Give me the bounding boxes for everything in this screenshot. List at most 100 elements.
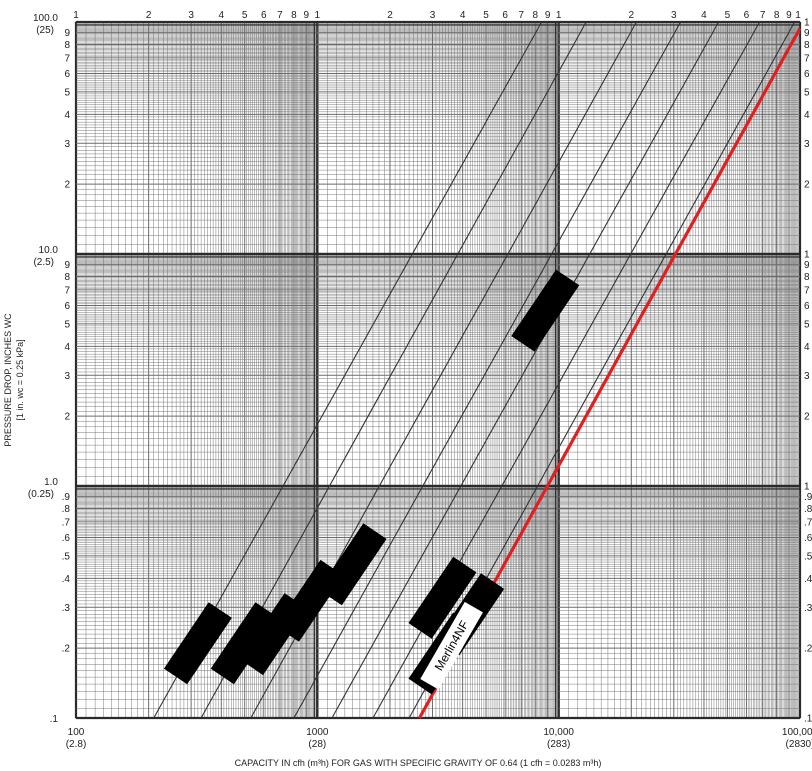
top-minor-tick-label: 1 [556, 10, 562, 21]
left-minor-tick-label: .7 [62, 517, 71, 528]
top-minor-tick-label: 5 [725, 10, 731, 21]
right-minor-tick-label: .7 [804, 517, 812, 528]
top-minor-tick-label: 4 [460, 10, 466, 21]
left-minor-tick-label: 3 [64, 139, 70, 150]
top-minor-tick-label: 9 [545, 10, 551, 21]
right-minor-tick-label: 8 [804, 40, 810, 51]
left-minor-tick-label: 2 [64, 412, 70, 423]
top-minor-tick-label: 3 [671, 10, 677, 21]
right-minor-tick-label: .3 [804, 603, 812, 614]
top-minor-tick-label: 7 [277, 10, 283, 21]
x-major-tick-sublabel: (2830) [786, 739, 812, 750]
right-minor-tick-label: 6 [804, 301, 810, 312]
left-minor-tick-label: 9 [64, 260, 70, 271]
top-minor-tick-label: 8 [291, 10, 297, 21]
top-minor-tick-label: 2 [629, 10, 635, 21]
left-minor-tick-label: 9 [64, 28, 70, 39]
right-minor-tick-label: 7 [804, 53, 810, 64]
top-minor-tick-label: 5 [242, 10, 248, 21]
left-minor-tick-label: .9 [62, 492, 71, 503]
chart-grid [74, 20, 802, 720]
x-major-tick-sublabel: (28) [308, 739, 326, 750]
y-major-tick-sublabel: (0.25) [28, 489, 54, 500]
chart-tick-labels: 1 2 3 4 5 6 7 8 9 1 2 3 4 5 6 7 8 9 1 2 3 4 5 6 7 8 9 1.2.3.4.5.6.7… [28, 10, 812, 750]
right-minor-tick-label: 4 [804, 342, 810, 353]
merlin4nf-label-box [420, 601, 483, 690]
top-minor-tick-label: 2 [387, 10, 393, 21]
left-minor-tick-label: .2 [62, 644, 71, 655]
x-major-tick-label: 100,000 [782, 727, 812, 738]
top-minor-tick-label: 6 [744, 10, 750, 21]
series-line-2 [200, 21, 587, 719]
series-line-1 [153, 21, 543, 719]
top-minor-tick-label: 1 [73, 10, 79, 21]
top-minor-tick-label: 2 [146, 10, 152, 21]
right-minor-tick-label: .2 [804, 644, 812, 655]
right-minor-tick-label: 7 [804, 285, 810, 296]
right-minor-tick-label: .5 [804, 551, 812, 562]
x-major-tick-sublabel: (2.8) [66, 739, 87, 750]
y-major-tick-label: .1 [50, 714, 59, 725]
top-minor-tick-label: 4 [219, 10, 225, 21]
right-minor-tick-label: .1 [804, 714, 812, 725]
right-minor-tick-label: 3 [804, 139, 810, 150]
left-minor-tick-label: 3 [64, 371, 70, 382]
left-minor-tick-label: 7 [64, 285, 70, 296]
top-minor-tick-label: 8 [532, 10, 538, 21]
x-axis-label: CAPACITY IN cfh (m³h) FOR GAS WITH SPECI… [235, 758, 602, 768]
y-major-tick-label: 1.0 [44, 477, 58, 488]
right-minor-tick-label: 5 [804, 319, 810, 330]
series-line-4 [293, 21, 682, 719]
right-minor-tick-label: 8 [804, 272, 810, 283]
right-minor-tick-label: .9 [804, 492, 812, 503]
left-minor-tick-label: 8 [64, 272, 70, 283]
left-minor-tick-label: 5 [64, 319, 70, 330]
top-minor-tick-label: 1 [315, 10, 321, 21]
top-minor-tick-label: 4 [701, 10, 707, 21]
top-minor-tick-label: 9 [786, 10, 792, 21]
y-major-tick-sublabel: (25) [36, 25, 54, 36]
top-minor-tick-label: 8 [774, 10, 780, 21]
left-minor-tick-label: .8 [62, 504, 71, 515]
left-minor-tick-label: .4 [62, 574, 71, 585]
right-minor-tick-label: 1 [804, 250, 810, 261]
y-major-tick-label: 10.0 [39, 245, 59, 256]
redaction-block-2 [210, 602, 279, 685]
x-major-tick-label: 100 [68, 727, 85, 738]
right-minor-tick-label: 3 [804, 371, 810, 382]
left-minor-tick-label: 8 [64, 40, 70, 51]
left-minor-tick-label: 6 [64, 301, 70, 312]
right-minor-tick-label: 2 [804, 180, 810, 191]
right-minor-tick-label: .6 [804, 533, 812, 544]
series-line-5 [331, 21, 720, 719]
top-minor-tick-label: 6 [261, 10, 267, 21]
top-minor-tick-label: 7 [519, 10, 525, 21]
top-minor-tick-label: 9 [304, 10, 310, 21]
redaction-block-6 [408, 556, 477, 639]
top-minor-tick-label: 3 [188, 10, 194, 21]
top-minor-tick-label: 5 [483, 10, 489, 21]
redaction-block-9 [511, 269, 580, 352]
top-minor-tick-label: 1 [795, 10, 801, 21]
right-minor-tick-label: 4 [804, 110, 810, 121]
y-axis-label: PRESSURE DROP, INCHES WC [3, 313, 13, 447]
right-minor-tick-label: 9 [804, 260, 810, 271]
y-major-tick-sublabel: (2.5) [33, 257, 54, 268]
right-minor-tick-label: .4 [804, 574, 812, 585]
left-minor-tick-label: .3 [62, 603, 71, 614]
right-minor-tick-label: 2 [804, 412, 810, 423]
left-minor-tick-label: .6 [62, 533, 71, 544]
left-minor-tick-label: 4 [64, 110, 70, 121]
left-minor-tick-label: .5 [62, 551, 71, 562]
top-minor-tick-label: 3 [430, 10, 436, 21]
right-minor-tick-label: 1 [804, 18, 810, 29]
y-axis-sublabel: [1 in. wc = 0.25 kPa] [15, 339, 25, 420]
left-minor-tick-label: 2 [64, 180, 70, 191]
x-major-tick-label: 1000 [306, 727, 329, 738]
right-minor-tick-label: 1 [804, 482, 810, 493]
left-minor-tick-label: 6 [64, 69, 70, 80]
left-minor-tick-label: 5 [64, 87, 70, 98]
right-minor-tick-label: .8 [804, 504, 812, 515]
right-minor-tick-label: 9 [804, 28, 810, 39]
